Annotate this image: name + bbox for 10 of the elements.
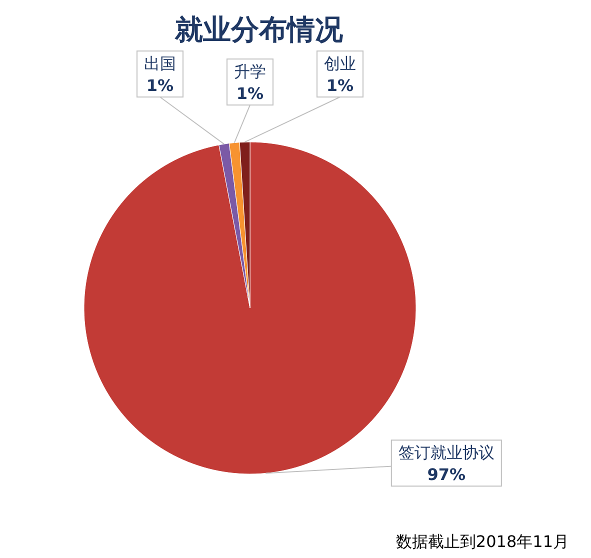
slice-label: 出国 bbox=[144, 54, 176, 73]
text: 数据截止到2018年11月 bbox=[396, 532, 569, 551]
data-label: 1% bbox=[146, 76, 174, 95]
slice-label: 签订就业协议 bbox=[398, 443, 494, 462]
slice-label: 升学 bbox=[234, 62, 266, 81]
data-label: 97% bbox=[427, 465, 466, 484]
chart-title: 就业分布情况 bbox=[174, 13, 344, 46]
slice-label: 创业 bbox=[324, 54, 356, 73]
data-label: 1% bbox=[236, 84, 264, 103]
data-label: 1% bbox=[326, 76, 354, 95]
